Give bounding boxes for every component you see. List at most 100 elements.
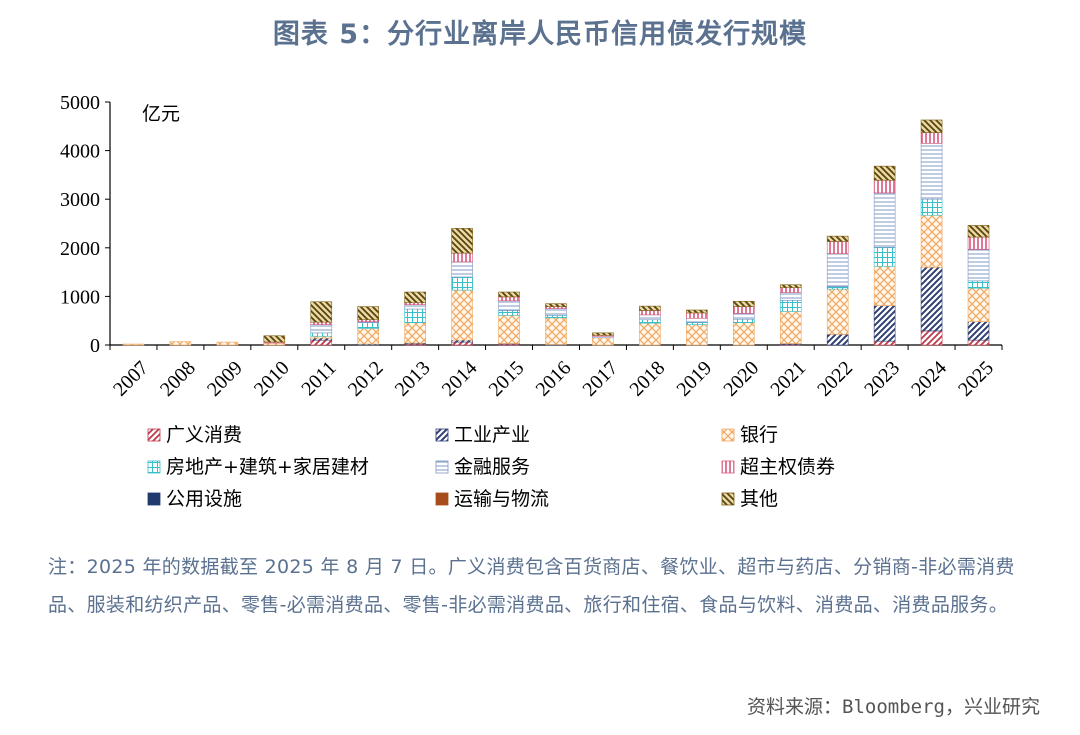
y-tick-label: 1000 xyxy=(60,286,100,308)
bar-segment xyxy=(967,339,990,346)
bar-segment xyxy=(967,248,990,282)
x-tick-label: 2016 xyxy=(532,357,576,401)
x-tick-label: 2009 xyxy=(203,357,247,401)
x-tick-label: 2014 xyxy=(438,357,482,401)
bar-segment xyxy=(357,328,380,345)
bar-segment xyxy=(639,319,661,324)
bar-segment xyxy=(357,306,380,321)
legend-label: 运输与物流 xyxy=(454,488,549,510)
bar-segment xyxy=(310,324,333,334)
bar-segment xyxy=(732,300,755,307)
bar-segment xyxy=(404,291,426,304)
y-tick-label: 2000 xyxy=(60,238,100,260)
x-tick-label: 2017 xyxy=(579,357,623,401)
bar-segment xyxy=(826,334,849,346)
bar-segment xyxy=(732,318,755,323)
chart-title: 图表 5：分行业离岸人民币信用债发行规模 xyxy=(272,19,808,50)
bar-segment xyxy=(826,288,849,335)
bar-segment xyxy=(169,341,192,346)
bar-segment xyxy=(873,305,896,342)
bar-segment xyxy=(920,198,943,216)
x-tick-label: 2021 xyxy=(766,357,810,401)
bar-segment xyxy=(310,321,333,325)
legend-label: 其他 xyxy=(740,488,778,510)
bar-segment xyxy=(779,292,802,301)
bar-segment xyxy=(873,179,896,194)
bar-segment xyxy=(920,119,943,133)
legend-label: 银行 xyxy=(740,424,778,446)
x-tick-label: 2015 xyxy=(485,357,529,401)
bar-segment xyxy=(451,261,473,278)
legend-swatch xyxy=(721,492,735,506)
bar-segment xyxy=(404,304,426,310)
bar-segment xyxy=(545,308,567,316)
x-tick-label: 2020 xyxy=(719,357,763,401)
legend-label: 广义消费 xyxy=(166,424,242,446)
x-tick-label: 2023 xyxy=(860,357,904,401)
bar-segment xyxy=(122,343,145,346)
bar-segment xyxy=(545,303,567,307)
bar-segment xyxy=(310,332,333,337)
bar-segment xyxy=(310,339,333,346)
bar-segment xyxy=(686,317,708,323)
legend-swatch xyxy=(147,492,161,506)
x-tick-label: 2024 xyxy=(907,357,951,401)
bar-segment xyxy=(967,287,990,322)
legend-label: 房地产+建筑+家居建材 xyxy=(166,456,369,478)
stacked-bar-chart: 0 1000 2000 3000 4000 5000 亿元 2007 2008 2009 2010… xyxy=(60,92,1003,510)
bar-segment xyxy=(873,247,896,267)
bar-segment xyxy=(967,225,990,238)
bar-segment xyxy=(357,322,380,329)
bar-segment xyxy=(967,236,990,250)
bar-segment xyxy=(545,315,567,319)
y-tick-label: 5000 xyxy=(60,92,100,114)
x-tick-label: 2013 xyxy=(391,357,435,401)
bar-segment xyxy=(779,287,802,293)
y-tick-label: 3000 xyxy=(60,189,100,211)
bar-segment xyxy=(639,314,661,321)
bar-segment xyxy=(920,143,943,200)
bar-segment xyxy=(920,214,943,268)
bar-segment xyxy=(779,284,802,288)
bar-segment xyxy=(451,252,473,263)
x-tick-label: 2007 xyxy=(109,357,153,401)
x-tick-label: 2010 xyxy=(250,357,294,401)
bar-segment xyxy=(451,341,473,346)
bar-segment xyxy=(873,265,896,306)
bar-segment xyxy=(967,321,990,341)
bar-segment xyxy=(592,332,614,336)
bar-segment xyxy=(732,306,755,314)
legend-swatch xyxy=(435,460,449,474)
x-tick-label: 2019 xyxy=(672,357,716,401)
bar-segment xyxy=(920,132,943,144)
bar-segment xyxy=(639,305,661,311)
bar-segment xyxy=(263,335,286,343)
legend-swatch xyxy=(435,492,449,506)
bar-segment xyxy=(404,308,426,323)
source-text: 资料来源：Bloomberg，兴业研究 xyxy=(747,696,1040,718)
unit-label: 亿元 xyxy=(142,103,180,125)
bar-segment xyxy=(826,235,849,242)
bar-segment xyxy=(310,301,333,323)
bar-segment xyxy=(732,322,755,346)
bar-segment xyxy=(686,321,708,325)
bar-segment xyxy=(451,289,473,341)
legend-label: 金融服务 xyxy=(454,456,530,478)
bar-segment xyxy=(686,309,708,314)
bar-segment xyxy=(498,291,520,298)
legend-swatch xyxy=(435,428,449,442)
bar-segment xyxy=(498,315,520,344)
bar-segment xyxy=(686,312,708,319)
x-tick-label: 2018 xyxy=(625,357,669,401)
x-tick-label: 2012 xyxy=(344,357,388,401)
bar-segment xyxy=(779,299,802,312)
y-tick-label: 4000 xyxy=(60,141,100,163)
bar-segment xyxy=(779,311,802,344)
bar-segment xyxy=(498,310,520,316)
bar-segment xyxy=(826,241,849,254)
bar-segment xyxy=(920,266,943,332)
legend-swatch xyxy=(147,460,161,474)
bar-segment xyxy=(592,337,614,346)
legend-label: 公用设施 xyxy=(166,488,242,510)
legend-label: 工业产业 xyxy=(454,424,530,446)
